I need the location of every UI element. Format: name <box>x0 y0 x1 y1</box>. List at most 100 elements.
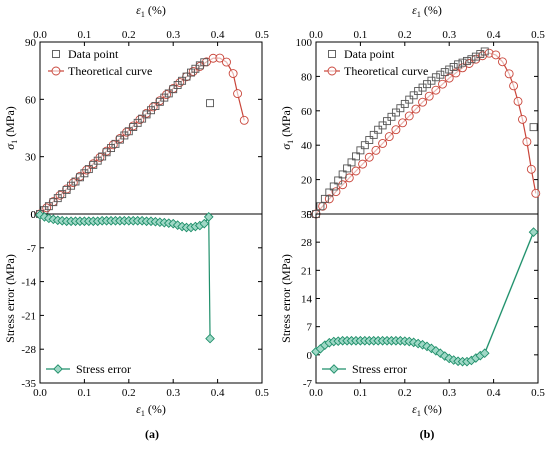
legend-marker-data-point <box>328 50 336 58</box>
data-point <box>200 58 209 67</box>
x-tick-label-bottom: 0.5 <box>531 387 545 399</box>
data-point <box>71 177 80 186</box>
legend-label-theoretical-curve: Theoretical curve <box>68 64 152 78</box>
data-point <box>129 123 138 131</box>
theoretical-curve-point <box>351 166 361 176</box>
x-tick-label-bottom: 0.3 <box>166 387 180 399</box>
y-tick-label-bottom: 7 <box>307 322 313 334</box>
theoretical-curve-point <box>364 152 374 162</box>
x-tick-label-bottom: 0.3 <box>442 387 456 399</box>
data-point <box>374 125 383 134</box>
panel-b: (b) 0.0 0.1 0.2 0.3 0.4 0.5 0 20 40 60 80 100 ε1 (%)… <box>279 3 545 441</box>
data-point <box>440 68 449 77</box>
data-point <box>89 160 98 169</box>
data-point <box>102 148 111 157</box>
theoretical-curve-point <box>531 188 541 198</box>
legend-label-data-point: Data point <box>344 47 395 61</box>
y-tick-label-top: 0 <box>307 209 313 221</box>
theoretical-curve-point <box>464 59 474 68</box>
data-point <box>409 91 418 100</box>
data-point <box>124 127 133 136</box>
y-tick-label-top: 100 <box>296 37 313 49</box>
data-point <box>329 182 338 191</box>
x-tick-label-bottom: 0.4 <box>487 387 501 399</box>
data-point <box>111 139 120 148</box>
y-tick-label-top: 90 <box>25 37 37 49</box>
x-tick-label-top: 0.3 <box>442 29 456 41</box>
y-tick-label-bottom: 14 <box>301 294 313 306</box>
theoretical-curve-point <box>378 139 388 148</box>
theoretical-curve-point <box>424 91 434 101</box>
y-tick-label-top: 30 <box>25 152 37 164</box>
x-tick-label-top: 0.1 <box>78 29 92 41</box>
data-point <box>431 73 440 82</box>
theoretical-curve-point <box>324 194 334 204</box>
y-tick-label-top: 0 <box>31 209 37 221</box>
stress-error-point <box>528 227 539 237</box>
x-tick-label-bottom: 0.0 <box>309 387 323 399</box>
data-point <box>383 117 391 126</box>
data-point <box>396 104 405 113</box>
x-tick-label-bottom: 0.1 <box>354 387 368 399</box>
data-point <box>133 118 142 127</box>
x-tick-label-bottom: 0.2 <box>122 387 136 399</box>
x-tick-label-top: 0.4 <box>211 29 225 41</box>
theoretical-curve-point <box>526 164 536 174</box>
y-axis-title-top: σ1 (MPa) <box>279 106 295 150</box>
x-tick-label-bottom: 0.1 <box>78 387 92 399</box>
bottom-plot-frame <box>315 213 539 384</box>
legend-marker-stress-error <box>53 364 63 374</box>
data-point <box>356 146 365 155</box>
data-point <box>115 135 124 144</box>
theoretical-curve-point <box>358 159 368 169</box>
x-tick-label-bottom: 0.0 <box>33 387 47 399</box>
data-point <box>67 181 76 190</box>
data-point <box>76 173 84 182</box>
data-point <box>325 188 334 197</box>
x-tick-label-top: 0.5 <box>531 29 545 41</box>
panel-label-b: (b) <box>420 427 435 441</box>
data-point <box>476 50 485 58</box>
bottom-plot-frame <box>39 213 263 384</box>
legend-marker-data-point <box>52 50 60 58</box>
stress-error-point <box>199 218 210 229</box>
data-point <box>178 76 187 85</box>
data-point <box>378 121 387 130</box>
data-point <box>80 169 89 178</box>
legend-marker-theoretical-curve <box>51 66 61 76</box>
legend-label-stress-error: Stress error <box>76 362 131 376</box>
y-axis-title-bottom: Stress error (MPa) <box>3 254 17 343</box>
y-tick-label-top: 40 <box>301 140 313 152</box>
data-point <box>58 190 67 199</box>
legend-marker-theoretical-curve <box>327 66 337 76</box>
y-tick-label-top: 20 <box>301 175 313 187</box>
theoretical-curve-point <box>222 57 231 67</box>
data-point <box>160 93 169 102</box>
data-point <box>93 156 102 165</box>
data-point <box>334 176 343 185</box>
theoretical-curve-point <box>411 104 421 114</box>
data-point <box>471 52 480 61</box>
legend-marker-stress-error <box>329 364 339 374</box>
stress-error-point <box>205 333 215 344</box>
data-point <box>44 202 53 211</box>
data-point <box>365 136 374 144</box>
data-point <box>151 102 160 110</box>
data-point <box>400 99 409 108</box>
y-tick-label-bottom: -14 <box>21 277 36 289</box>
data-point <box>480 47 489 56</box>
data-point <box>182 72 191 81</box>
theoretical-curve-point <box>509 81 519 91</box>
x-axis-title-bottom: ε1 (%) <box>136 402 166 418</box>
y-tick-label-bottom: -28 <box>21 344 36 356</box>
theoretical-curve-point <box>384 132 394 142</box>
data-point <box>360 141 369 150</box>
y-tick-label-bottom: 28 <box>301 237 313 249</box>
theoretical-curve-point <box>398 118 408 128</box>
data-point <box>387 112 396 121</box>
data-point <box>107 144 115 153</box>
data-point <box>405 95 414 104</box>
x-tick-label-top: 0.3 <box>166 29 180 41</box>
data-point <box>84 165 93 174</box>
theoretical-curve-point <box>318 201 328 211</box>
